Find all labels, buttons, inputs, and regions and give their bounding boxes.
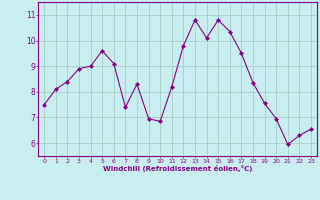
X-axis label: Windchill (Refroidissement éolien,°C): Windchill (Refroidissement éolien,°C) [103, 165, 252, 172]
